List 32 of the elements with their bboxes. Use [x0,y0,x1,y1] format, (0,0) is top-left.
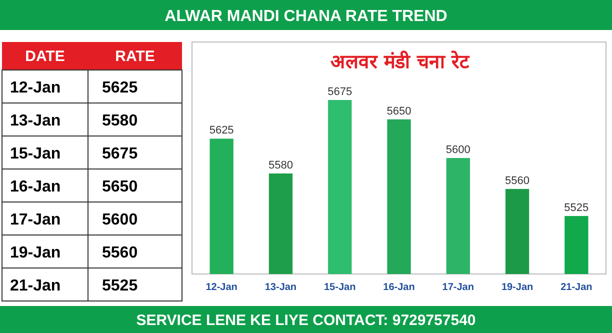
x-tick-label: 12-Jan [206,282,238,293]
x-tick-label: 17-Jan [442,282,474,293]
data-label: 5580 [268,159,293,172]
text: 5525 [102,278,138,294]
text: 5675 [102,146,138,162]
text: अलवर मंडी चना रेट [330,50,470,73]
category-label: 17-Jan [10,212,61,228]
text: 5560 [102,244,138,262]
x-tick-label: 16-Jan [383,282,415,293]
data-label: 5525 [564,202,589,214]
text: 5580 [102,112,138,130]
category-label: 12-Jan [10,80,61,96]
data-label: 5600 [446,144,470,156]
data-label: 5675 [328,86,352,98]
category-label: 15-Jan [10,146,61,162]
x-tick-label: 13-Jan [264,282,297,293]
x-tick-label: 21-Jan [560,282,592,293]
data-label: 5560 [505,174,530,187]
x-tick-label: 19-Jan [501,282,534,293]
data-label: 5625 [209,124,234,137]
category-label: 16-Jan [10,178,61,196]
category-label: 19-Jan [10,244,61,262]
x-tick-label: 15-Jan [324,282,356,293]
text: 5625 [102,80,138,96]
category-label: 13-Jan [10,112,61,130]
text: SERVICE LENE KE LIYE CONTACT: 9729757540 [136,312,476,329]
text: RATE [115,48,155,65]
text: 5650 [102,178,138,196]
text: 5600 [102,212,138,228]
chart-title: ALWAR MANDI CHANA RATE TREND [164,8,448,25]
text: DATE [25,48,65,65]
data-label: 5650 [386,105,412,118]
